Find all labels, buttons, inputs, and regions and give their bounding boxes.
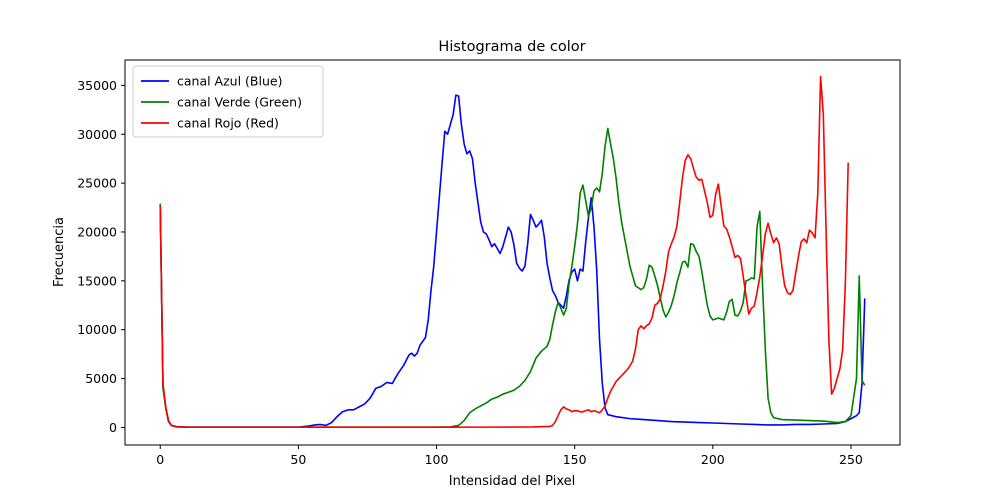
x-tick-label: 100 bbox=[425, 452, 449, 467]
legend-box bbox=[132, 65, 324, 138]
axis-ticks-group: 0 50 100 150 200 250 0 5000 10000 15000 20000 25000… bbox=[77, 78, 863, 467]
y-tick-label: 30000 bbox=[77, 127, 117, 142]
plot-lines-group bbox=[159, 75, 866, 429]
legend-label: canal Rojo (Red) bbox=[177, 116, 279, 131]
plot-area-frame bbox=[124, 59, 901, 446]
series-line-2 bbox=[159, 75, 849, 429]
series-line-1 bbox=[159, 127, 866, 429]
legend-label: canal Azul (Blue) bbox=[177, 74, 282, 89]
chart-title: Histograma de color bbox=[438, 39, 585, 55]
y-tick-label: 10000 bbox=[77, 322, 117, 337]
y-tick-label: 5000 bbox=[85, 371, 117, 386]
x-tick-label: 250 bbox=[839, 452, 863, 467]
x-tick-label: 200 bbox=[701, 452, 725, 467]
y-axis-label: Frecuencia bbox=[52, 217, 67, 287]
series-line-0 bbox=[159, 94, 866, 429]
x-tick-label: 0 bbox=[156, 452, 164, 467]
legend: canal Azul (Blue) canal Verde (Green) cana… bbox=[132, 65, 324, 138]
y-tick-label: 15000 bbox=[77, 273, 117, 288]
x-axis-label: Intensidad del Pixel bbox=[449, 474, 575, 489]
legend-label: canal Verde (Green) bbox=[177, 95, 302, 110]
y-tick-label: 35000 bbox=[77, 78, 117, 93]
x-tick-label: 50 bbox=[290, 452, 306, 467]
y-tick-label: 0 bbox=[109, 420, 117, 435]
x-tick-label: 150 bbox=[563, 452, 587, 467]
y-tick-label: 20000 bbox=[77, 224, 117, 239]
y-tick-label: 25000 bbox=[77, 176, 117, 191]
